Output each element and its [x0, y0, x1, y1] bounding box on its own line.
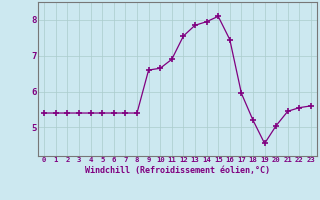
X-axis label: Windchill (Refroidissement éolien,°C): Windchill (Refroidissement éolien,°C) [85, 166, 270, 175]
